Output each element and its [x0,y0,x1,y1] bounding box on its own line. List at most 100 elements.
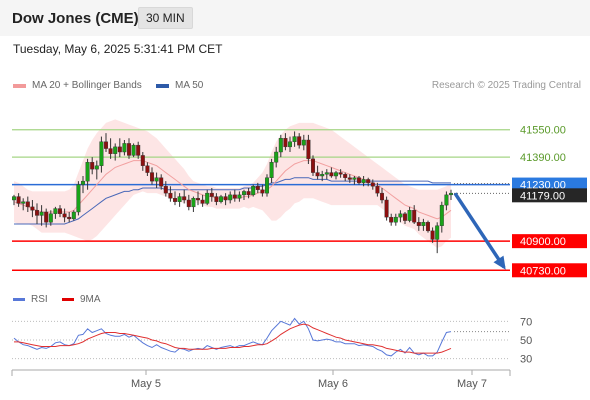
candle [366,177,371,187]
candle [315,165,320,180]
candle-body [62,213,67,218]
candle [214,193,219,206]
candle [103,133,108,152]
candle-body [338,172,343,175]
candle-body [265,177,270,194]
candle-body [117,146,122,153]
candle [241,189,246,200]
rsi-tick-label: 30 [520,354,532,366]
ma50-line [14,177,451,225]
candle-body [343,174,348,178]
candle-body [407,210,412,221]
candle [131,143,136,158]
candle [274,146,279,168]
candle [380,188,385,204]
timestamp: Tuesday, May 6, 2025 5:31:41 PM CET [13,42,223,56]
candle-body [136,144,141,156]
candle-body [324,172,329,175]
candle [297,133,302,149]
level-label-bg [512,188,587,203]
candle-body [11,196,16,201]
candle-body [200,199,205,204]
legend-rsi-label: RSI [31,294,48,305]
candle-body [352,177,357,180]
candle [306,134,311,164]
candle [246,188,251,199]
candle [288,136,293,152]
candle [269,158,274,183]
candle-body [21,201,26,204]
candle-body [426,222,431,232]
candle-body [334,172,339,177]
candle-body [398,213,403,218]
candle [421,218,426,231]
candle-body [113,146,118,154]
candle [76,181,81,216]
symbol-title: Dow Jones (CME) [12,10,139,27]
candle [278,134,283,158]
candle-body [149,172,154,182]
legend-rsi-ma-label: 9MA [80,294,101,305]
candle [311,155,316,176]
candle [439,201,444,233]
x-tick-label: May 6 [318,378,348,390]
candle [361,176,366,187]
candle-body [48,213,53,223]
candle [191,196,196,212]
candle-body [94,165,99,170]
candle-body [67,216,72,220]
candle [58,205,63,218]
rsi-line [13,317,452,357]
candle-body [177,196,182,202]
candle [21,198,26,211]
candle [435,222,440,254]
candle-body [375,186,380,194]
candle-body [246,191,251,196]
ma20-line [13,160,452,220]
candle-body [416,222,421,226]
candle [172,191,177,206]
candle-body [39,211,44,216]
level-label-support: 40730.00 [520,265,566,277]
timeframe-button[interactable]: 30 MIN [138,7,193,29]
candle [375,182,380,197]
candle [338,169,343,178]
candle-body [182,196,187,201]
candle [283,133,288,151]
candle [62,208,67,223]
candle-body [35,210,40,216]
candle-body [251,186,256,196]
candle-body [145,165,150,173]
legend-ma20-bb-label: MA 20 + Bollinger Bands [32,80,142,91]
candle-body [292,136,297,142]
level-label-bg [512,263,587,278]
candle [122,140,127,156]
candle [218,194,223,204]
level-label-last: 41179.00 [520,190,565,202]
candle-body [140,155,145,166]
candle [154,172,159,188]
candle-body [315,172,320,177]
legend-ma50-label: MA 50 [175,80,204,91]
candle [251,184,256,197]
candle-body [108,148,113,154]
candle-body [53,208,58,214]
candle-body [435,225,440,240]
candle-body [122,143,127,153]
candle-body [237,194,242,199]
candle-body [44,211,49,223]
legend-rsi: RSI [13,294,48,305]
candle [11,194,16,206]
candle-body [412,210,417,223]
candle-body [329,172,334,177]
candle [71,210,76,221]
candle [370,179,375,190]
bollinger-band-area [14,119,451,249]
candle [205,189,210,206]
candle-body [403,213,408,221]
candle [113,143,118,161]
candle [352,176,357,185]
candle-body [361,179,366,184]
candle [136,141,141,159]
candle-body [99,141,104,166]
